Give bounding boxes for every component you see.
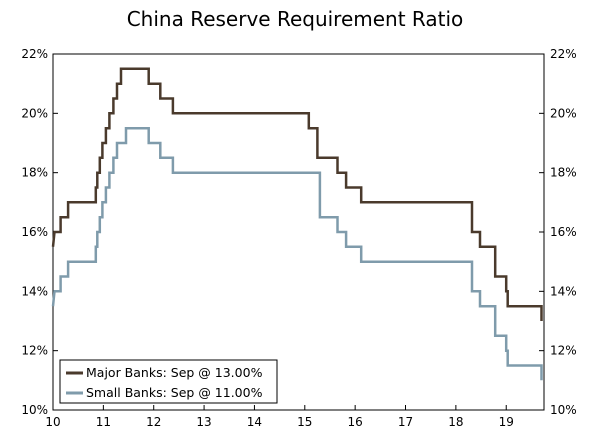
y-tick-label-left: 18% [21, 166, 48, 180]
plot-frame [52, 53, 545, 411]
series-line-major-banks [51, 67, 543, 321]
y-tick-label-left: 16% [21, 225, 48, 239]
y-tick-label-right: 18% [550, 166, 577, 180]
legend-box [59, 359, 278, 404]
y-tick-label-right: 10% [550, 403, 577, 417]
x-axis: 10 11 12 13 14 15 16 17 18 19 [45, 405, 514, 429]
y-tick-label-right: 12% [550, 344, 577, 358]
series-line-small-banks [51, 126, 543, 381]
x-tick-label: 10 [45, 415, 60, 429]
legend: Major Banks: Sep @ 13.00% Small Banks: S… [59, 359, 278, 404]
x-tick-label: 14 [247, 415, 262, 429]
y-tick-label-left: 20% [21, 106, 48, 120]
chart-title: China Reserve Requirement Ratio [127, 7, 464, 31]
x-tick-label: 15 [297, 415, 312, 429]
legend-label-major-banks: Major Banks: Sep @ 13.00% [86, 365, 263, 380]
y-tick-label-left: 12% [21, 344, 48, 358]
x-tick-label: 13 [196, 415, 211, 429]
series-layer [51, 67, 543, 381]
y-tick-label-left: 22% [21, 47, 48, 61]
y-tick-label-right: 14% [550, 284, 577, 298]
legend-label-small-banks: Small Banks: Sep @ 11.00% [86, 385, 263, 400]
y-axis: 10% 10% 12% 12% 14% 14% 16% 16% 18% 18% 20% 20% 22% 2… [21, 47, 576, 417]
x-tick-label: 11 [96, 415, 111, 429]
y-tick-label-right: 22% [550, 47, 577, 61]
x-tick-label: 19 [499, 415, 514, 429]
y-tick-label-right: 20% [550, 106, 577, 120]
x-tick-label: 12 [146, 415, 161, 429]
y-tick-label-right: 16% [550, 225, 577, 239]
y-tick-label-left: 14% [21, 284, 48, 298]
x-tick-label: 18 [448, 415, 463, 429]
x-tick-label: 16 [348, 415, 363, 429]
x-tick-label: 17 [398, 415, 413, 429]
y-tick-label-left: 10% [21, 403, 48, 417]
